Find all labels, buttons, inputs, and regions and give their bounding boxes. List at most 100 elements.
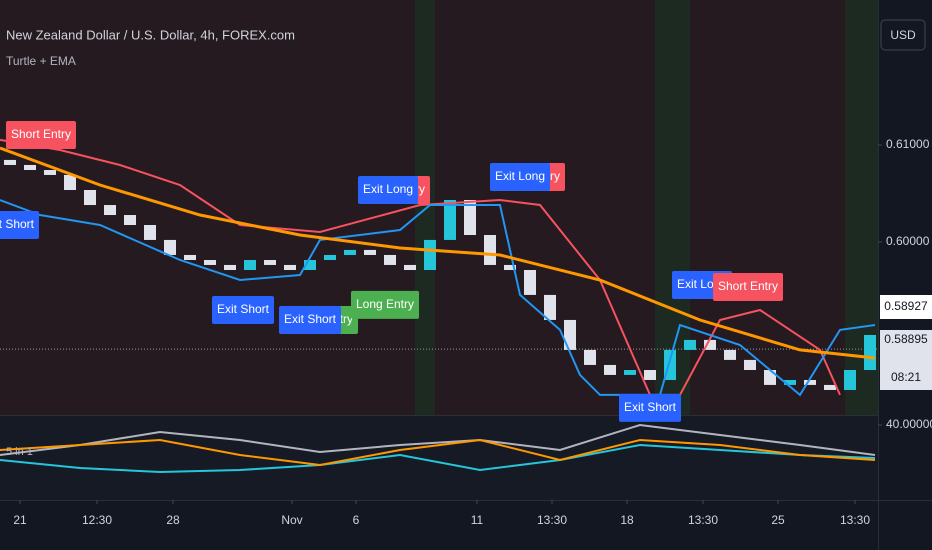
x-tick-label: 18 xyxy=(620,513,634,527)
osc-pane xyxy=(0,416,878,500)
y-tick-label: 0.61000 xyxy=(886,137,930,151)
signal-label: Long Entry xyxy=(350,290,420,319)
candle xyxy=(164,239,176,255)
green-band xyxy=(415,0,435,415)
signal-box xyxy=(357,175,419,204)
candle xyxy=(4,159,16,165)
candle xyxy=(544,294,556,320)
signal-label: Short Entry xyxy=(712,272,784,301)
signal-box xyxy=(211,295,275,324)
series-line xyxy=(0,443,876,474)
y-tick-label: 0.60000 xyxy=(886,234,930,248)
signal-label: Short Entry xyxy=(5,121,77,150)
candle xyxy=(84,189,96,206)
candle xyxy=(184,254,196,261)
x-tick-label: 11 xyxy=(471,513,484,527)
candle xyxy=(644,369,656,380)
signal-box xyxy=(618,393,682,422)
series-line xyxy=(0,423,876,456)
candle xyxy=(104,205,116,216)
candle xyxy=(504,264,516,271)
signal-label: Exit Long xyxy=(357,175,419,204)
candle xyxy=(284,264,296,271)
indicator-name: Turtle + EMA xyxy=(6,54,76,68)
candle xyxy=(384,254,396,265)
candle xyxy=(44,170,56,175)
series-line xyxy=(0,146,876,360)
candle xyxy=(144,225,156,240)
price-label: 0.58895 xyxy=(884,332,928,346)
x-tick-label: 13:30 xyxy=(840,513,870,527)
chart-title: New Zealand Dollar / U.S. Dollar, 4h, FO… xyxy=(6,27,295,42)
candle xyxy=(64,174,76,190)
x-tick-label: 12:30 xyxy=(82,513,112,527)
plot: 0.61000 0.60000 21 12:30 28 Nov 6 11 13:30 18 13:3… xyxy=(0,121,932,527)
candle xyxy=(124,215,136,226)
osc-name: 5 in 1 xyxy=(6,446,33,458)
candle xyxy=(424,239,436,271)
signal-box xyxy=(278,305,342,334)
signal-box xyxy=(350,290,420,319)
candle xyxy=(784,379,796,385)
signal-label: Exit Long xyxy=(489,162,551,191)
candle xyxy=(564,319,576,350)
price-label: 0.58927 xyxy=(884,299,928,313)
currency[interactable]: USD xyxy=(890,28,916,42)
x-tick-label: 21 xyxy=(13,513,27,527)
candle xyxy=(344,249,356,255)
signal-label: Exit Short xyxy=(278,305,342,334)
signal-label: Exit Short xyxy=(618,393,682,422)
price-box xyxy=(880,295,932,319)
signal-label: Exit Short xyxy=(211,295,275,324)
candle xyxy=(744,359,756,370)
x-tick-label: 6 xyxy=(353,513,360,527)
candle xyxy=(864,334,876,370)
signal-text: Exit Short xyxy=(217,302,270,316)
x-tick-label: 13:30 xyxy=(537,513,567,527)
candle xyxy=(604,364,616,375)
candle xyxy=(244,260,256,271)
candle xyxy=(804,379,816,385)
x-tick-label: Nov xyxy=(281,513,302,527)
signal-box xyxy=(489,162,551,191)
signal-text: Short Entry xyxy=(11,127,71,141)
candle xyxy=(264,260,276,265)
candle xyxy=(844,369,856,390)
candle xyxy=(584,349,596,365)
signal-text: Long Entry xyxy=(356,297,414,311)
signal-text: Exit Short xyxy=(0,217,35,231)
signal-text: Exit Long xyxy=(495,169,545,183)
signal-label: Exit Short xyxy=(0,211,40,240)
candle xyxy=(624,369,636,375)
x-tick-label: 25 xyxy=(771,513,785,527)
candle xyxy=(304,260,316,271)
candle xyxy=(824,384,836,390)
y-tick-label: 40.00000 xyxy=(886,417,932,431)
signal-text: Exit Long xyxy=(363,182,413,196)
countdown: 08:21 xyxy=(891,370,921,384)
signal-text: Short Entry xyxy=(718,279,778,293)
signal-text: Exit Short xyxy=(624,400,677,414)
candle xyxy=(684,339,696,350)
candle xyxy=(24,164,36,171)
series-line xyxy=(0,438,876,467)
candle xyxy=(524,270,536,295)
signal-text: Exit Short xyxy=(284,312,337,326)
candle xyxy=(204,260,216,265)
candle xyxy=(724,349,736,360)
candle xyxy=(324,254,336,261)
signal-box xyxy=(712,272,784,301)
candle xyxy=(364,249,376,255)
candle xyxy=(484,234,496,265)
signal-box xyxy=(5,121,77,150)
x-tick-label: 28 xyxy=(166,513,180,527)
price-box xyxy=(880,330,932,390)
candle xyxy=(464,199,476,235)
currency-button[interactable] xyxy=(880,19,926,51)
x-tick-label: 13:30 xyxy=(688,513,718,527)
main-pane xyxy=(0,0,878,415)
candle xyxy=(224,264,236,271)
signal-box xyxy=(0,211,40,240)
